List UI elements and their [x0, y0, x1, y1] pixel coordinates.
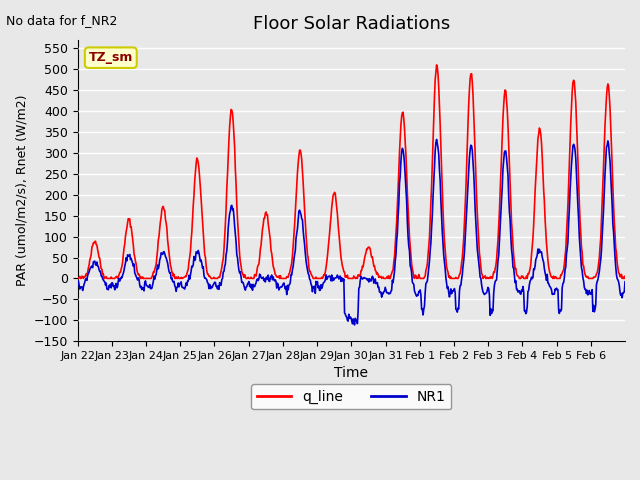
X-axis label: Time: Time — [334, 366, 369, 381]
Title: Floor Solar Radiations: Floor Solar Radiations — [253, 15, 450, 33]
Text: TZ_sm: TZ_sm — [88, 51, 133, 64]
Y-axis label: PAR (umol/m2/s), Rnet (W/m2): PAR (umol/m2/s), Rnet (W/m2) — [15, 95, 28, 287]
Legend: q_line, NR1: q_line, NR1 — [251, 384, 451, 409]
Text: No data for f_NR2: No data for f_NR2 — [6, 14, 118, 27]
